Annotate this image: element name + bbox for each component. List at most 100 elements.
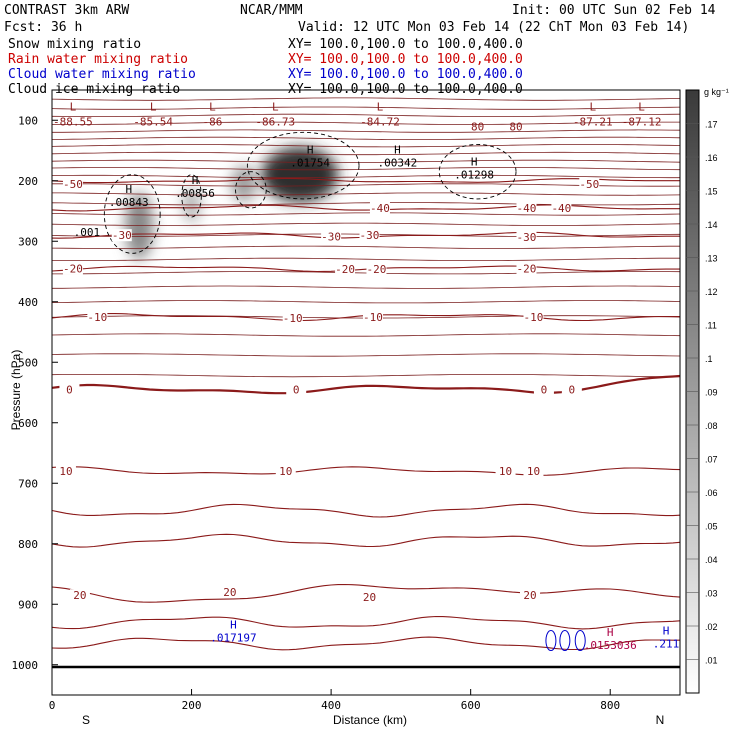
- isotherm-label: -10: [283, 312, 303, 325]
- theta-line: [52, 136, 680, 140]
- y-tick-label: 700: [18, 477, 38, 490]
- isotherm-label: -50: [579, 178, 599, 191]
- label-background: [516, 262, 537, 275]
- isotherm-line: [52, 374, 680, 395]
- high-marker: H: [607, 626, 614, 639]
- high-value: .017197: [210, 632, 256, 645]
- high-marker: H: [663, 625, 670, 638]
- south-label: S: [82, 713, 90, 727]
- isotherm-label: -20: [367, 263, 387, 276]
- label-background: [551, 201, 572, 214]
- isotherm-label: -40: [551, 202, 571, 215]
- isotherm-line: [52, 204, 680, 212]
- high-marker: H: [307, 144, 314, 157]
- isotherm-line: [52, 466, 680, 476]
- colorbar-tick-label: .15: [705, 187, 718, 197]
- low-marker: L: [638, 100, 645, 113]
- high-value: .00843: [109, 196, 149, 209]
- theta-line: [52, 271, 680, 275]
- low-marker: L: [70, 100, 77, 113]
- org-label: NCAR/MMM: [240, 3, 303, 18]
- plot-frame: [51, 89, 681, 696]
- north-label: N: [656, 713, 665, 727]
- label-background: [369, 201, 390, 214]
- colorbar-tick-label: .12: [705, 287, 718, 297]
- label-background: [561, 383, 582, 396]
- theta-line: [52, 353, 680, 357]
- cloud-ice-label: 80: [509, 120, 522, 133]
- forecast-hour: Fcst: 36 h: [4, 20, 82, 35]
- field-rain: Rain water mixing ratio: [8, 52, 188, 67]
- theta-line: [52, 212, 680, 216]
- isotherm-label: -50: [63, 178, 83, 191]
- isotherm-label: -30: [517, 231, 537, 244]
- label-background: [286, 383, 307, 396]
- colorbar-tick-label: .09: [705, 388, 718, 398]
- low-value: -87.21: [573, 115, 613, 128]
- theta-line: [52, 183, 680, 187]
- label-background: [579, 177, 600, 190]
- theta-line: [52, 144, 680, 148]
- high-marker: H: [125, 183, 132, 196]
- low-marker: L: [150, 100, 157, 113]
- theta-line: [52, 159, 680, 163]
- x-tick-label: 800: [600, 699, 620, 712]
- y-tick-label: 900: [18, 598, 38, 611]
- cloud-ice-contour: [103, 174, 161, 254]
- cloud-ice-label: .001: [74, 226, 101, 239]
- label-background: [366, 263, 387, 276]
- isotherm-label: -30: [321, 230, 341, 243]
- isotherm-label: -40: [517, 202, 537, 215]
- high-value: .0153036: [584, 639, 637, 652]
- cloud-ice-contour: [246, 131, 360, 200]
- field-cloud-water: Cloud water mixing ratio: [8, 67, 196, 82]
- isotherm-label: 20: [223, 586, 236, 599]
- cloud-water-contour: [559, 630, 571, 652]
- theta-line: [52, 97, 680, 101]
- x-tick-label: 200: [182, 699, 202, 712]
- field-snow: Snow mixing ratio: [8, 37, 141, 52]
- y-tick-label: 1000: [12, 659, 39, 672]
- y-tick-label: 800: [18, 538, 38, 551]
- label-background: [62, 262, 83, 275]
- y-tick-label: 500: [18, 356, 38, 369]
- low-value: -88.55: [53, 115, 93, 128]
- theta-line: [52, 113, 680, 117]
- isotherm-label: -20: [335, 263, 355, 276]
- cloud-water-contour: [574, 630, 586, 652]
- low-value: -86.73: [255, 115, 295, 128]
- isotherm-label: 0: [66, 383, 73, 396]
- theta-line: [52, 174, 680, 179]
- isotherm-label: 20: [73, 589, 86, 602]
- isotherm-label: 10: [279, 465, 292, 478]
- cloud-ice-contours: [103, 131, 586, 652]
- label-background: [516, 231, 537, 244]
- high-value: .00856: [175, 187, 215, 200]
- isotherm-label: 0: [293, 383, 300, 396]
- theta-line: [52, 374, 680, 378]
- colorbar-tick-label: .04: [705, 555, 718, 565]
- snow-blob: [125, 192, 154, 260]
- label-background: [111, 229, 132, 242]
- low-value: -86: [203, 115, 223, 128]
- contour-labels: -50 -50 -40 -40 -40 -30 -30 -30 -30 -20 -20 -20 -20 -…: [53, 100, 679, 652]
- isotherm-line: [52, 583, 680, 603]
- colorbar-tick-label: .1: [705, 354, 713, 364]
- colorbar-tick-label: .02: [705, 622, 718, 632]
- label-background: [321, 230, 342, 243]
- high-value: .01754: [290, 157, 330, 170]
- label-background: [59, 383, 80, 396]
- label-background: [523, 310, 544, 323]
- low-marker: L: [209, 100, 216, 113]
- y-tick-label: 200: [18, 175, 38, 188]
- temperature-contours: [52, 177, 680, 651]
- low-marker: L: [589, 100, 596, 113]
- isotherm-label: 20: [523, 589, 536, 602]
- isotherm-label: -20: [517, 262, 537, 275]
- label-background: [519, 589, 540, 602]
- x-axis-label: Distance (km): [333, 713, 407, 727]
- theta-line: [52, 167, 680, 171]
- theta-line: [52, 129, 680, 133]
- colorbar-tick-label: .13: [705, 254, 718, 264]
